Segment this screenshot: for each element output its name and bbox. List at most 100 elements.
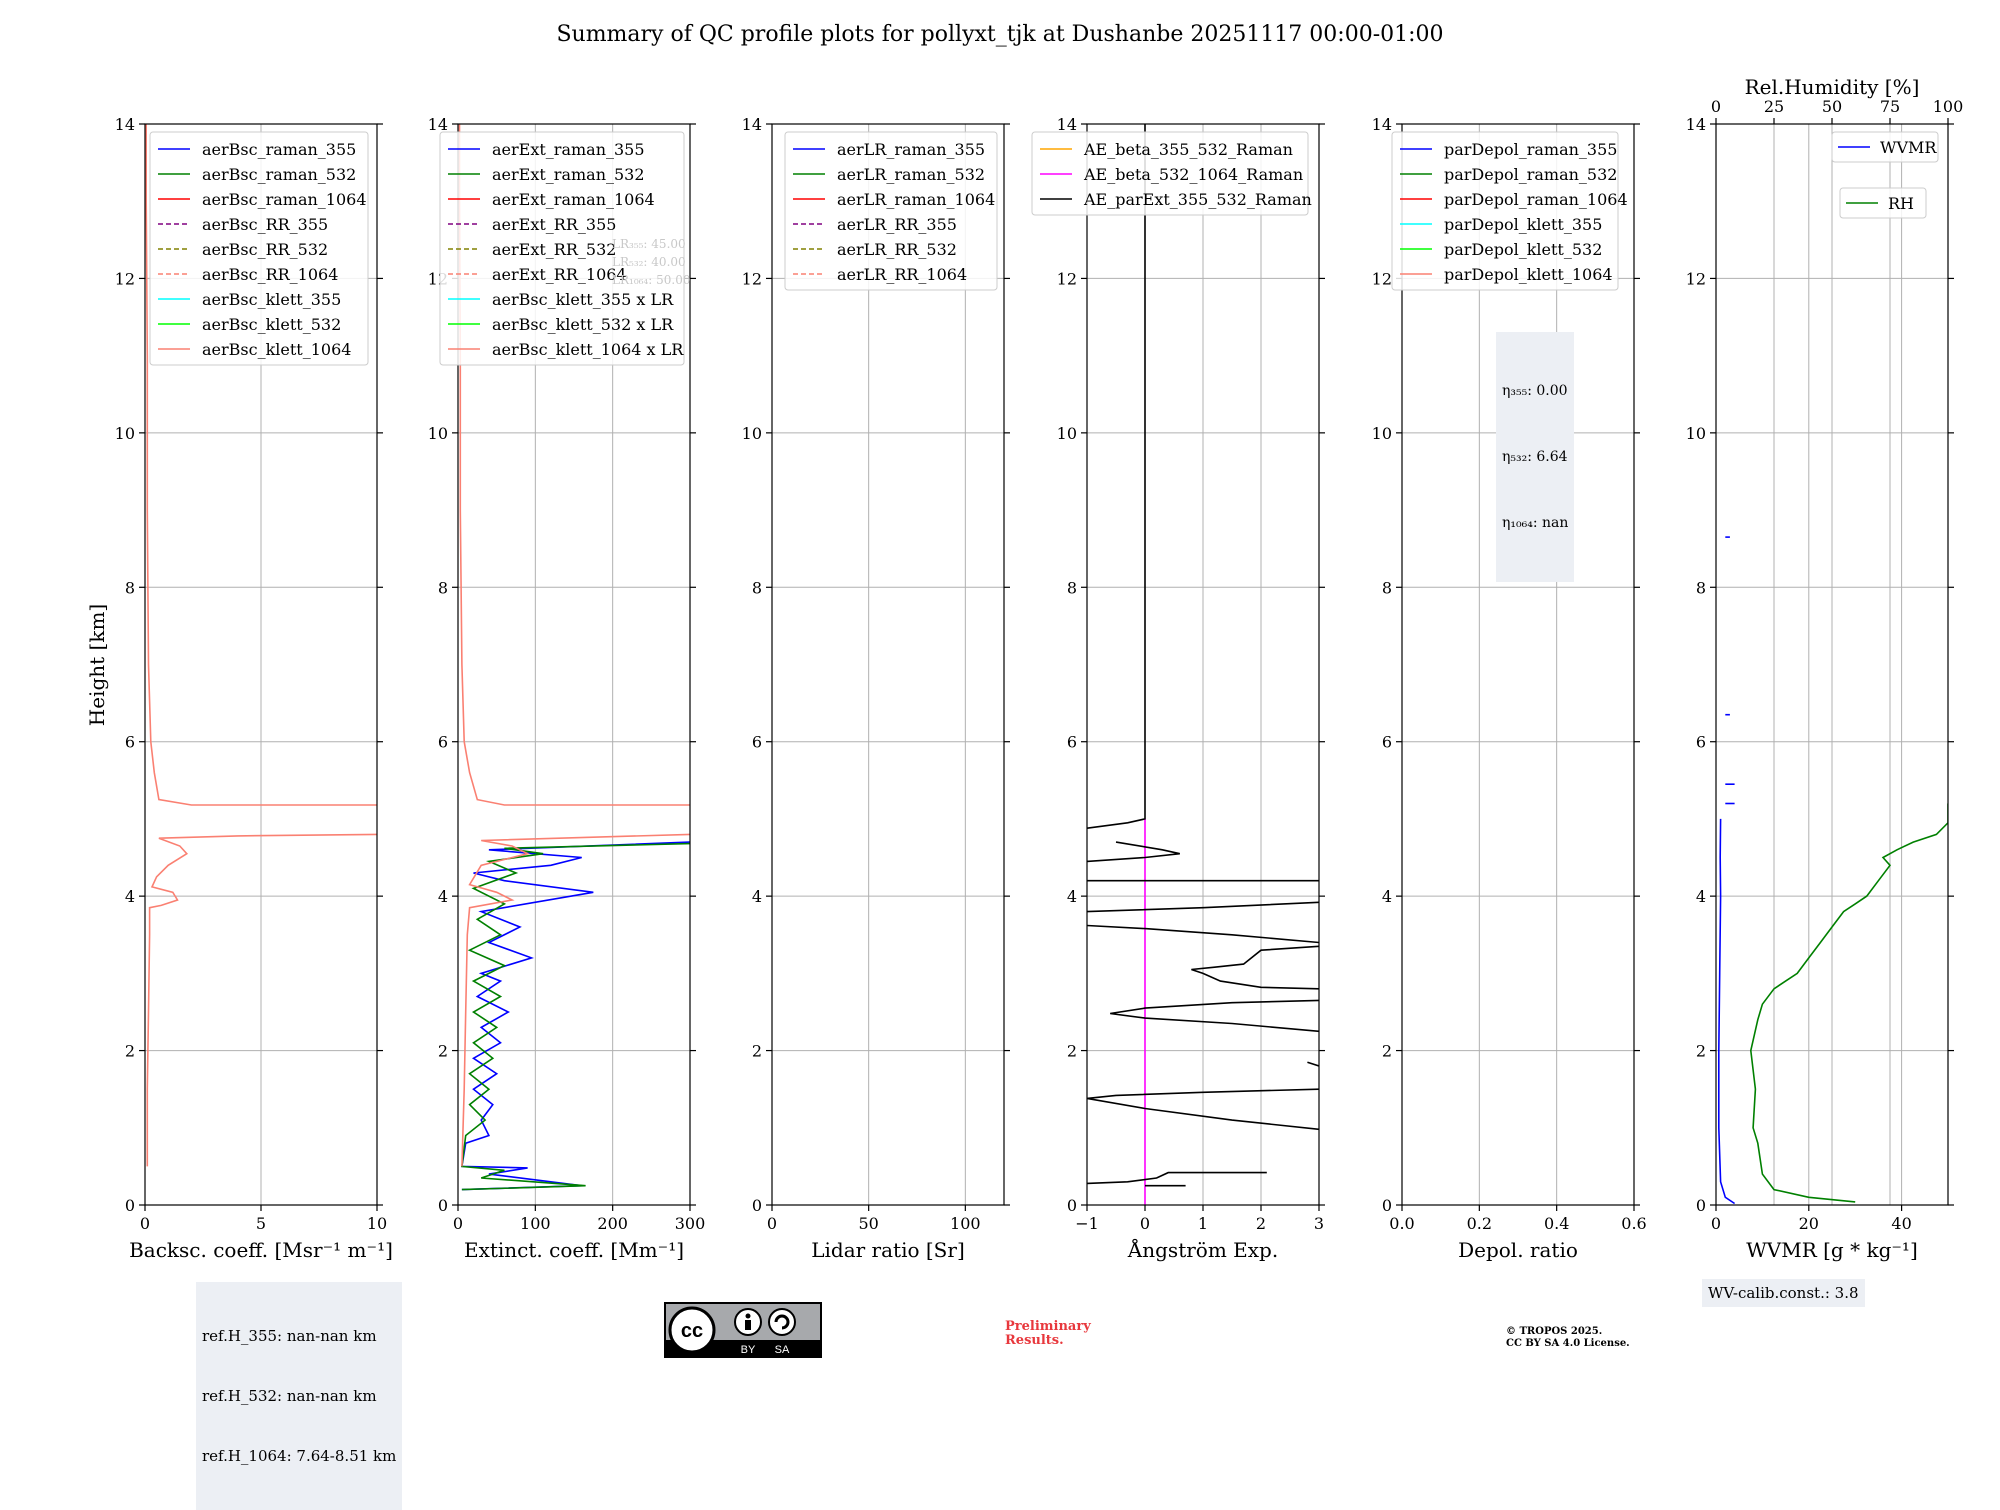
top-tick-label: 100: [1933, 97, 1964, 116]
legend-label: aerBsc_raman_532: [202, 165, 356, 184]
legend-label: aerExt_raman_355: [492, 140, 645, 159]
eta-1064: η₁₀₆₄: nan: [1502, 515, 1569, 531]
legend-label: RH: [1888, 194, 1914, 213]
y-tick-label: 6: [1067, 733, 1077, 752]
y-tick-label: 8: [438, 578, 448, 597]
legend-frame: [1831, 131, 1939, 163]
panel-1: 0 5 10 0 2 4 6 8 10 12 14 Backsc. coeff. [Msr⁻¹ m⁻¹…: [115, 115, 393, 1262]
y-tick-label: 2: [1696, 1042, 1706, 1061]
legend-label: AE_beta_355_532_Raman: [1083, 140, 1293, 159]
ref-height-1064: ref.H_1064: 7.64-8.51 km: [202, 1447, 397, 1465]
lidar-ratio-note: LR₅₃₂: 40.00: [612, 255, 686, 269]
lidar-ratio-note: LR₁₀₆₄: 50.00: [612, 273, 690, 287]
y-tick-label: 6: [438, 733, 448, 752]
y-tick-label: 14: [1686, 115, 1706, 134]
legend-label: aerBsc_klett_1064: [202, 340, 351, 359]
x-axis-label: Backsc. coeff. [Msr⁻¹ m⁻¹]: [129, 1238, 393, 1262]
x-tick-label: 10: [367, 1214, 387, 1233]
preliminary-line-1: Preliminary: [1005, 1319, 1091, 1334]
legend-label: parDepol_raman_1064: [1444, 190, 1628, 209]
legend-frame: [1031, 131, 1309, 216]
x-tick-label: 0.2: [1467, 1214, 1492, 1233]
y-tick-label: 6: [125, 733, 135, 752]
top-tick-label: 0: [1711, 97, 1721, 116]
legend-frame: [1391, 131, 1619, 291]
y-tick-label: 2: [125, 1042, 135, 1061]
legend-label: aerLR_RR_1064: [837, 265, 967, 284]
series-line-AE_parExt_355_532_Raman_d: [1307, 1061, 1319, 1067]
y-tick-label: 14: [742, 115, 762, 134]
x-tick-label: −1: [1075, 1214, 1099, 1233]
eta-box: η₃₅₅: 0.00 η₅₃₂: 6.64 η₁₀₆₄: nan: [1496, 332, 1575, 582]
y-tick-label: 6: [752, 733, 762, 752]
series-line-AE_parExt_355_532_Raman_h: [1087, 901, 1319, 913]
lidar-ratio-note: LR₃₅₅: 45.00: [612, 237, 686, 251]
y-tick-label: 0: [125, 1196, 135, 1215]
x-tick-label: 100: [950, 1214, 981, 1233]
y-tick-label: 4: [125, 887, 135, 906]
legend: aerBsc_raman_355 aerBsc_raman_532 aerBsc_r…: [149, 131, 369, 366]
y-tick-label: 0: [1067, 1196, 1077, 1215]
series-line-AE_parExt_355_532_Raman_e: [1110, 999, 1319, 1033]
series-line-aerExt_raman_355: [460, 841, 690, 1191]
ref-height-box: ref.H_355: nan-nan km ref.H_532: nan-nan…: [196, 1282, 403, 1510]
copyright-note: © TROPOS 2025. CC BY SA 4.0 License.: [1506, 1326, 1630, 1350]
copyright-line-1: © TROPOS 2025.: [1506, 1326, 1603, 1337]
series-line-WVMR: [1718, 818, 1736, 1205]
top-tick-label: 75: [1880, 97, 1900, 116]
legend-label: parDepol_raman_355: [1444, 140, 1617, 159]
legend-label: aerExt_raman_532: [492, 165, 645, 184]
legend-label: aerLR_raman_355: [837, 140, 985, 159]
by-text: BY: [741, 1344, 756, 1356]
legend: AE_beta_355_532_Raman AE_beta_532_1064_Ra…: [1031, 131, 1312, 216]
y-tick-label: 8: [125, 578, 135, 597]
legend-label: aerLR_RR_355: [837, 215, 957, 234]
figure-title: Summary of QC profile plots for pollyxt_…: [556, 22, 1444, 47]
y-tick-label: 12: [742, 269, 762, 288]
y-tick-label: 8: [1696, 578, 1706, 597]
x-tick-label: 20: [1799, 1214, 1819, 1233]
y-tick-label: 0: [1382, 1196, 1392, 1215]
axes-frame: [457, 123, 691, 1206]
preliminary-note: Preliminary Results.: [1005, 1320, 1091, 1348]
legend-label: aerLR_raman_1064: [837, 190, 995, 209]
y-tick-label: 14: [115, 115, 135, 134]
y-tick-label: 2: [1067, 1042, 1077, 1061]
y-tick-label: 4: [1067, 887, 1077, 906]
axes-frame: [1401, 123, 1635, 1206]
legend-label: AE_parExt_355_532_Raman: [1083, 190, 1312, 209]
x-tick-label: 300: [675, 1214, 706, 1233]
lidar-ratio-notes: LR₃₅₅: 45.00 LR₅₃₂: 40.00 LR₁₀₆₄: 50.00: [612, 237, 690, 287]
y-tick-label: 14: [1372, 115, 1392, 134]
legend-label: parDepol_klett_355: [1444, 215, 1602, 234]
legend: parDepol_raman_355 parDepol_raman_532 parD…: [1391, 131, 1628, 291]
x-tick-label: 200: [597, 1214, 628, 1233]
cc-circle-icon: [668, 1306, 716, 1354]
y-tick-label: 2: [752, 1042, 762, 1061]
y-tick-label: 10: [428, 424, 448, 443]
y-tick-label: 2: [1382, 1042, 1392, 1061]
series-line-AE_parExt_355_532_Raman_k: [1087, 124, 1146, 829]
y-tick-label: 6: [1696, 733, 1706, 752]
legend: aerExt_raman_355 aerExt_raman_532 aerExt_r…: [439, 131, 685, 366]
series-line-RH: [1749, 803, 1948, 1203]
y-tick-label: 10: [1372, 424, 1392, 443]
x-tick-label: 40: [1891, 1214, 1911, 1233]
cc-badge-svg: cc BY SA: [666, 1306, 820, 1356]
legend-label: aerLR_raman_532: [837, 165, 985, 184]
y-tick-label: 0: [438, 1196, 448, 1215]
legend-label: parDepol_klett_1064: [1444, 265, 1613, 284]
panel-6: 0 20 40 0 2 4 6 8 10 12 14 WVMR [g * kg⁻¹] 0 25 50 75 10…: [1686, 75, 1964, 1262]
ref-height-532: ref.H_532: nan-nan km: [202, 1387, 377, 1405]
top-tick-label: 50: [1822, 97, 1842, 116]
series-line-aerBsc_klett_1064: [146, 833, 377, 1167]
x-tick-label: 0.4: [1544, 1214, 1569, 1233]
legend: RH: [1839, 187, 1927, 219]
sa-text: SA: [775, 1344, 790, 1356]
legend-label: aerBsc_klett_1064 x LR: [492, 340, 684, 359]
y-tick-label: 14: [1057, 115, 1077, 134]
y-tick-label: 10: [1057, 424, 1077, 443]
legend-frame: [439, 131, 685, 366]
